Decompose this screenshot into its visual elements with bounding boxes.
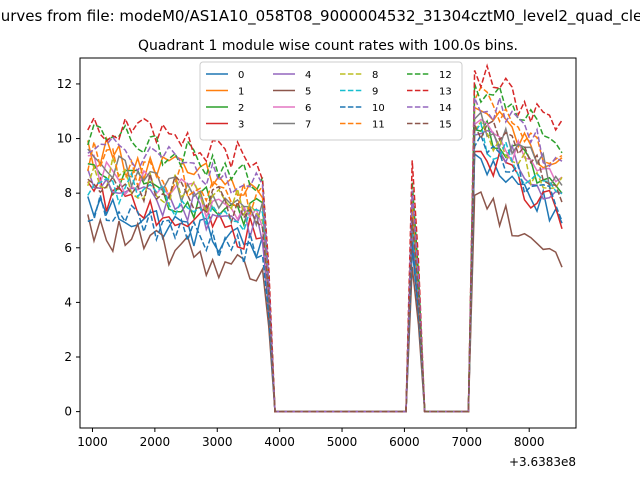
series-line-14 bbox=[87, 94, 563, 413]
legend-label-11: 11 bbox=[372, 120, 385, 131]
x-tick-label: 5000 bbox=[327, 435, 358, 449]
y-tick-label: 2 bbox=[64, 350, 72, 364]
x-tick-label: 7000 bbox=[452, 435, 483, 449]
legend-label-5: 5 bbox=[305, 87, 311, 98]
y-tick-label: 4 bbox=[64, 295, 72, 309]
plot-lines bbox=[87, 63, 563, 413]
y-tick-label: 12 bbox=[57, 77, 72, 91]
x-tick-label: 8000 bbox=[514, 435, 545, 449]
plot-frame bbox=[79, 57, 577, 429]
legend-label-12: 12 bbox=[439, 70, 452, 81]
legend-label-6: 6 bbox=[305, 103, 311, 114]
series-line-10 bbox=[87, 133, 563, 413]
legend-label-8: 8 bbox=[372, 70, 378, 81]
legend-label-10: 10 bbox=[372, 103, 385, 114]
legend-label-4: 4 bbox=[305, 70, 311, 81]
x-tick-label: 3000 bbox=[202, 435, 233, 449]
chart-title: Quadrant 1 module wise count rates with … bbox=[138, 38, 518, 54]
y-tick-label: 8 bbox=[64, 186, 72, 200]
legend-label-9: 9 bbox=[372, 87, 378, 98]
axes: 1000 2000 3000 4000 5000 6000 7000 8000 0 2 4 6 8 10 1… bbox=[57, 77, 545, 449]
legend-label-1: 1 bbox=[238, 87, 244, 98]
y-tick-label: 10 bbox=[57, 132, 72, 146]
legend-label-13: 13 bbox=[439, 87, 452, 98]
legend-label-3: 3 bbox=[238, 120, 244, 131]
x-tick-label: 2000 bbox=[140, 435, 171, 449]
x-tick-label: 1000 bbox=[77, 435, 108, 449]
series-line-11 bbox=[87, 86, 563, 413]
y-tick-label: 6 bbox=[64, 241, 72, 255]
legend-label-14: 14 bbox=[439, 103, 452, 114]
series-line-8 bbox=[87, 120, 563, 413]
y-tick-label: 0 bbox=[64, 405, 72, 419]
legend-label-0: 0 bbox=[238, 70, 244, 81]
series-line-15 bbox=[87, 119, 563, 413]
legend-frame bbox=[199, 61, 463, 141]
legend-label-2: 2 bbox=[238, 103, 244, 114]
legend-label-7: 7 bbox=[305, 120, 311, 131]
x-tick-label: 4000 bbox=[264, 435, 295, 449]
figure-suptitle: Light curves from file: modeM0/AS1A10_05… bbox=[0, 7, 640, 26]
x-tick-label: 6000 bbox=[389, 435, 420, 449]
legend-label-15: 15 bbox=[439, 120, 452, 131]
x-offset-label: +3.6383e8 bbox=[509, 455, 576, 469]
